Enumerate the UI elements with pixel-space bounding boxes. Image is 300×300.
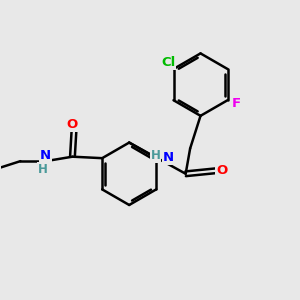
Text: O: O — [67, 118, 78, 131]
Text: H: H — [38, 163, 48, 176]
Text: F: F — [231, 97, 240, 110]
Text: H: H — [151, 149, 160, 162]
Text: O: O — [216, 164, 228, 177]
Text: Cl: Cl — [161, 56, 175, 69]
Text: N: N — [163, 151, 174, 164]
Text: N: N — [40, 149, 51, 162]
